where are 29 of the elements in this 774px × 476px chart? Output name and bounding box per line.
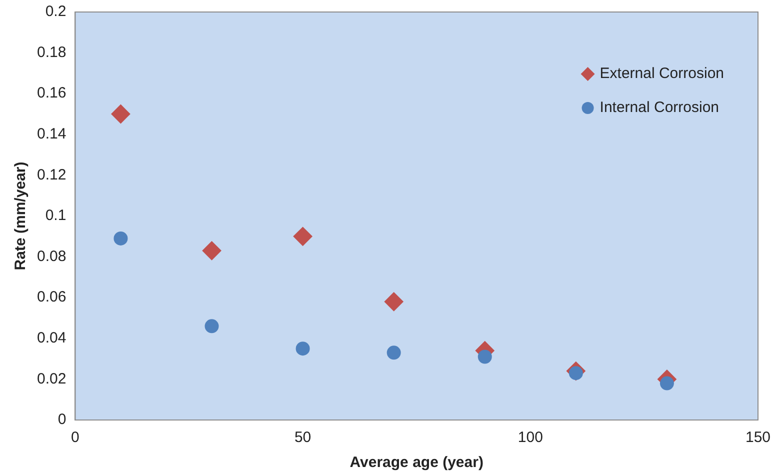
legend-label: External Corrosion [600,65,724,82]
point [293,226,312,246]
y-tick-label: 0.04 [36,330,66,347]
point [660,376,674,390]
y-tick-label: 0.18 [36,44,66,61]
x-tick-label: 100 [518,429,543,446]
point [384,292,404,312]
y-tick-label: 0.12 [36,166,66,184]
x-tick-label: 150 [745,429,771,446]
x-tick-label: 0 [71,429,80,446]
x-tick-label: 50 [294,429,312,446]
point [386,346,401,360]
point [204,319,219,334]
point [111,104,130,124]
point [478,350,492,364]
y-tick-label: 0.08 [36,248,66,265]
y-tick-label: 0.1 [45,207,66,224]
y-tick-label: 0.06 [36,288,66,306]
y-tick-label: 0 [58,411,66,428]
y-tick-label: 0.16 [36,84,66,102]
point [296,342,310,356]
legend-label: Internal Corrosion [600,99,720,116]
y-tick-label: 0.2 [45,3,66,20]
x-axis-title: Average age (year) [350,454,484,472]
point [114,231,128,246]
y-tick-label: 0.14 [36,126,66,143]
y-axis-title: Rate (mm/year) [12,162,30,270]
point [202,241,222,260]
y-tick-label: 0.02 [36,370,66,388]
